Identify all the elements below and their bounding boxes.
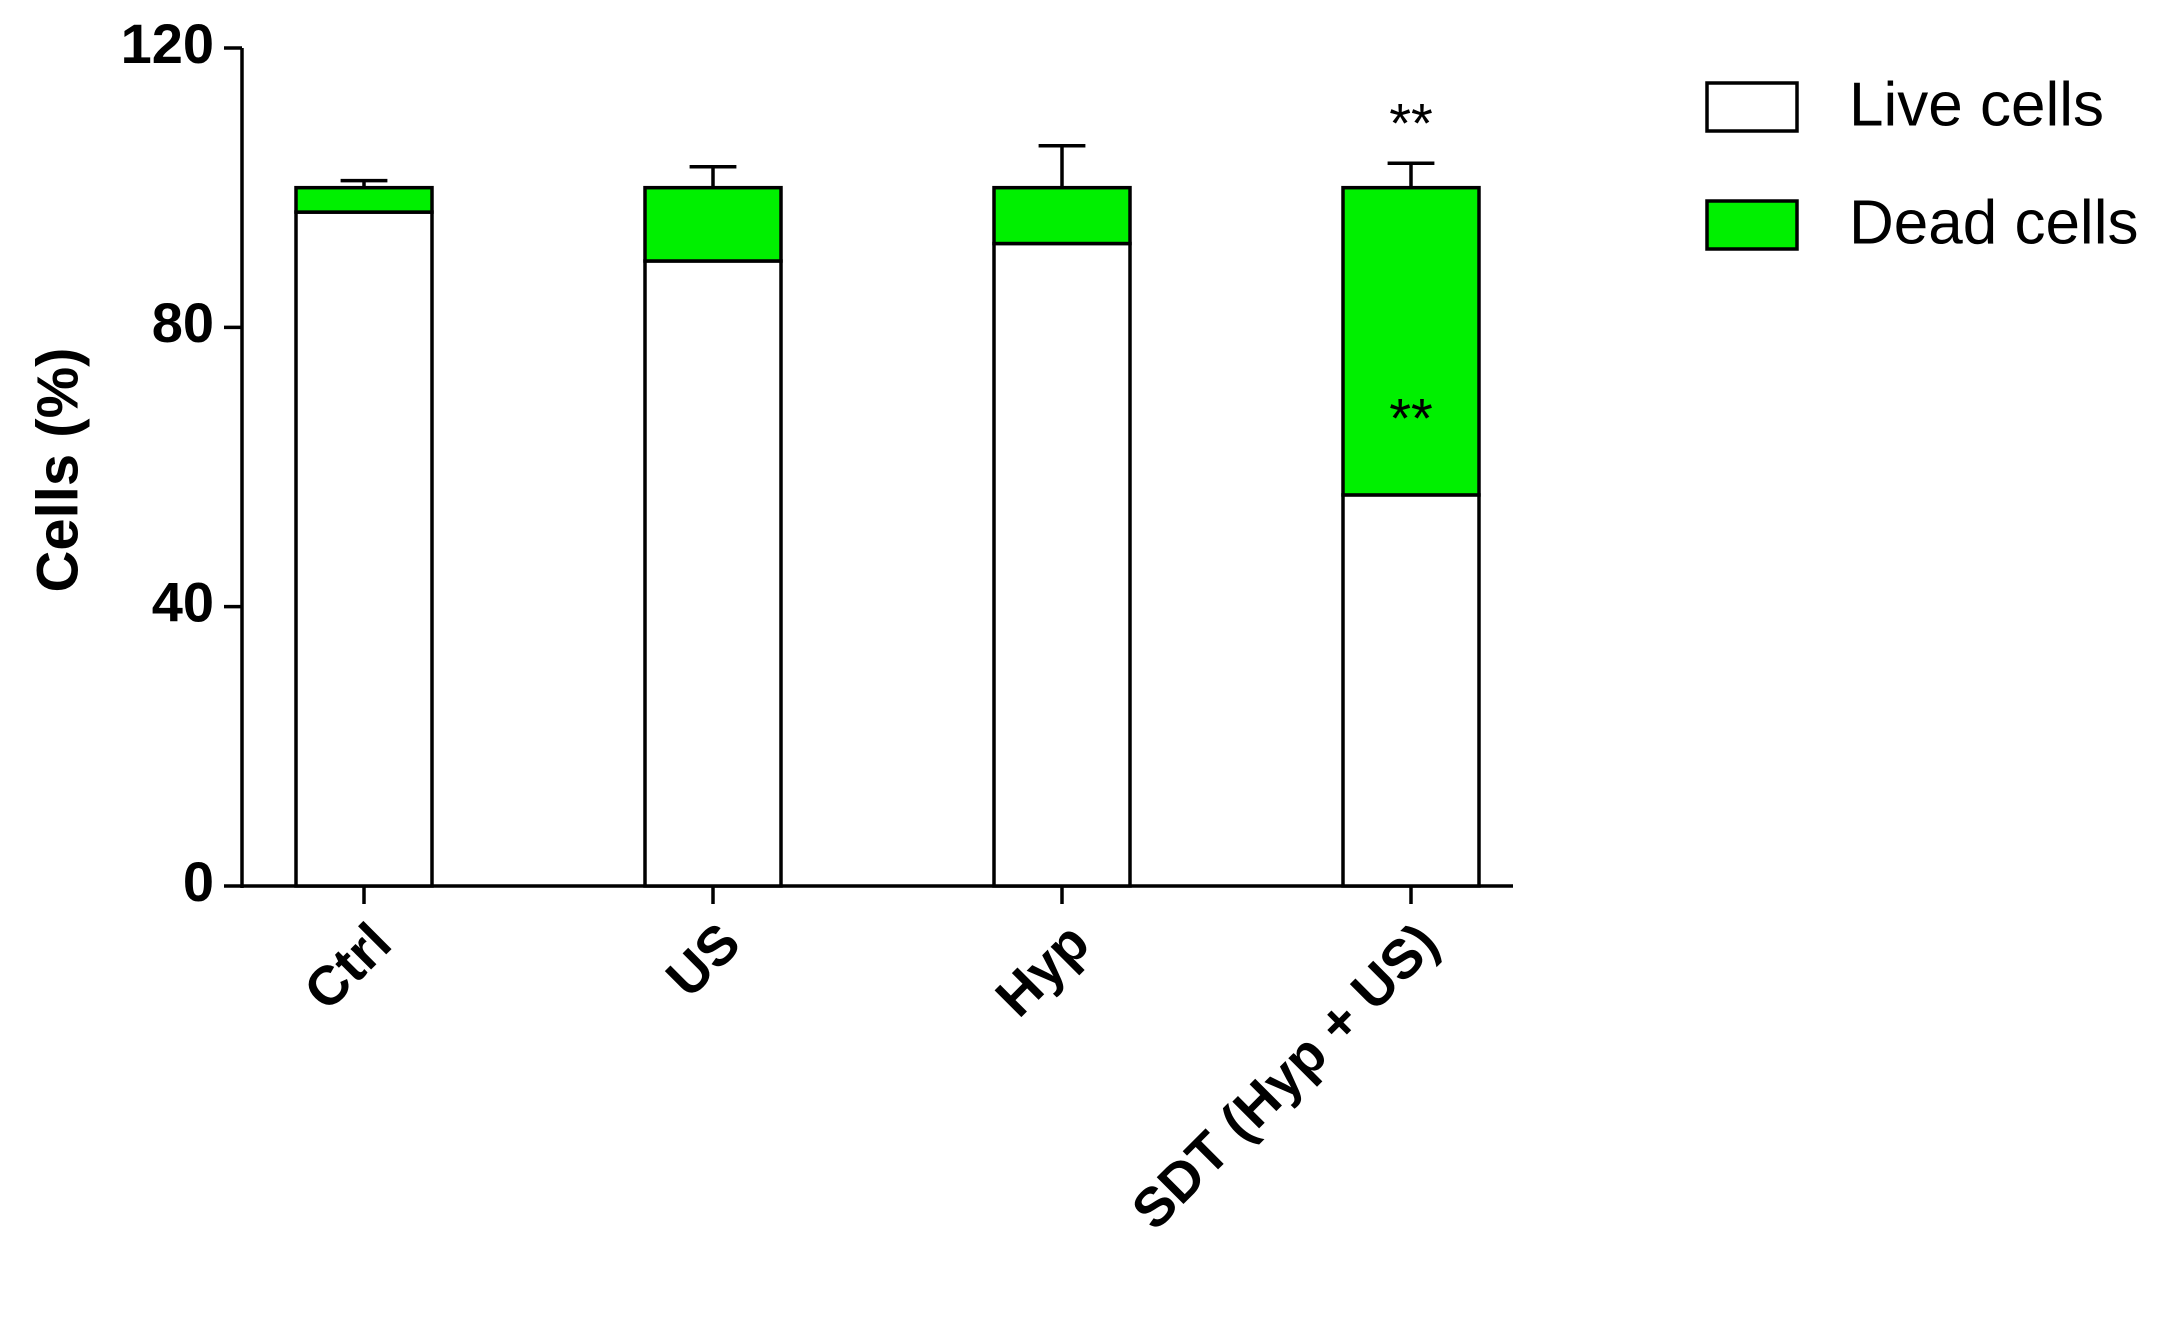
error-bar xyxy=(340,178,388,188)
bar-segment xyxy=(643,259,783,888)
x-tick-label: US xyxy=(654,911,752,1009)
bar-segment xyxy=(992,241,1132,888)
legend-swatch xyxy=(1705,81,1799,133)
x-tick-label: Ctrl xyxy=(292,911,403,1022)
bar-segment xyxy=(1341,493,1481,888)
error-bar xyxy=(1038,144,1086,188)
bar-segment xyxy=(1341,185,1481,497)
bar-segment xyxy=(294,185,434,214)
legend-label: Dead cells xyxy=(1849,188,2138,257)
y-axis-title: Cells (%) xyxy=(25,348,90,593)
annotation: ** xyxy=(1389,387,1433,450)
y-tick-label: 80 xyxy=(152,291,214,354)
error-bar xyxy=(1387,161,1435,188)
error-bar xyxy=(689,164,737,188)
bar-segment xyxy=(643,185,783,263)
legend-label: Live cells xyxy=(1849,70,2104,139)
y-tick-label: 40 xyxy=(152,570,214,633)
y-tick-label: 0 xyxy=(183,850,214,913)
annotation: ** xyxy=(1389,91,1433,154)
x-tick-label: Hyp xyxy=(983,911,1100,1028)
legend-swatch xyxy=(1705,199,1799,251)
x-tick-label: SDT (Hyp + US) xyxy=(1120,911,1450,1241)
bar-segment xyxy=(992,185,1132,246)
y-tick-label: 120 xyxy=(121,12,214,75)
bar-segment xyxy=(294,210,434,888)
